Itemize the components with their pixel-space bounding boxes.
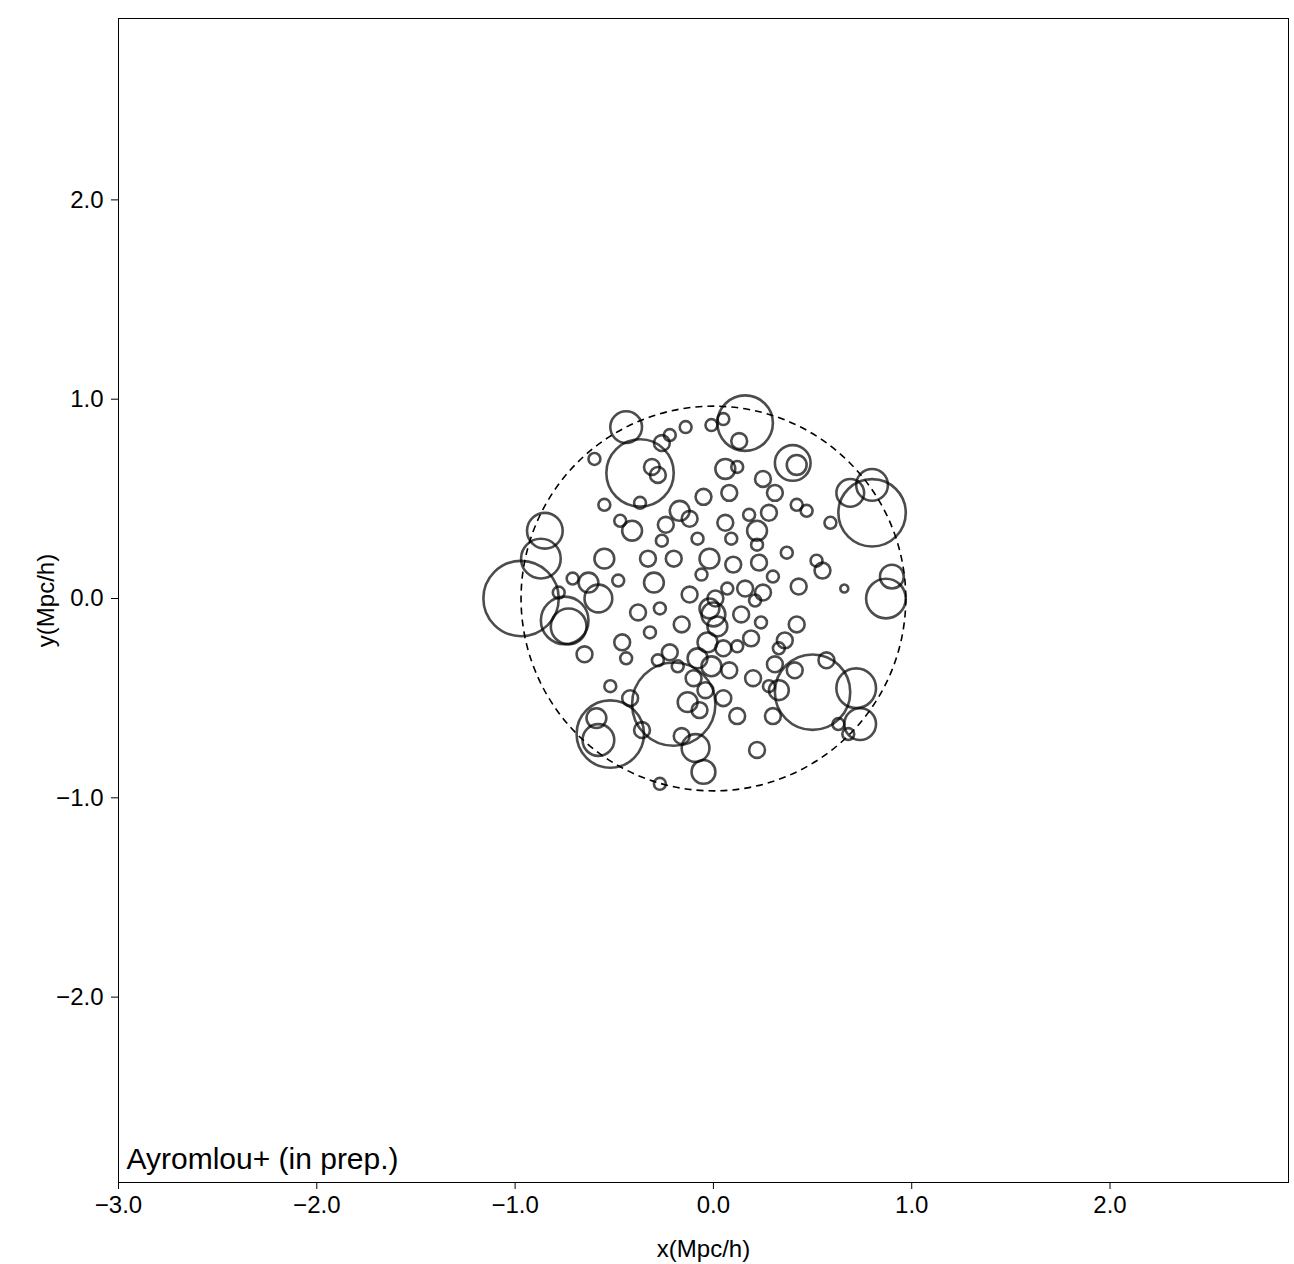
svg-text:2.0: 2.0: [1093, 1191, 1126, 1218]
svg-text:1.0: 1.0: [70, 385, 103, 412]
svg-text:2.0: 2.0: [70, 186, 103, 213]
svg-text:−3.0: −3.0: [95, 1191, 142, 1218]
svg-text:1.0: 1.0: [895, 1191, 928, 1218]
svg-text:x(Mpc/h): x(Mpc/h): [657, 1235, 750, 1262]
svg-text:−2.0: −2.0: [293, 1191, 340, 1218]
svg-text:−1.0: −1.0: [491, 1191, 538, 1218]
svg-text:y(Mpc/h): y(Mpc/h): [32, 554, 59, 647]
svg-text:0.0: 0.0: [697, 1191, 730, 1218]
svg-text:0.0: 0.0: [70, 584, 103, 611]
svg-text:−1.0: −1.0: [56, 784, 103, 811]
svg-text:−2.0: −2.0: [56, 983, 103, 1010]
svg-text:Ayromlou+ (in prep.): Ayromlou+ (in prep.): [127, 1142, 399, 1175]
